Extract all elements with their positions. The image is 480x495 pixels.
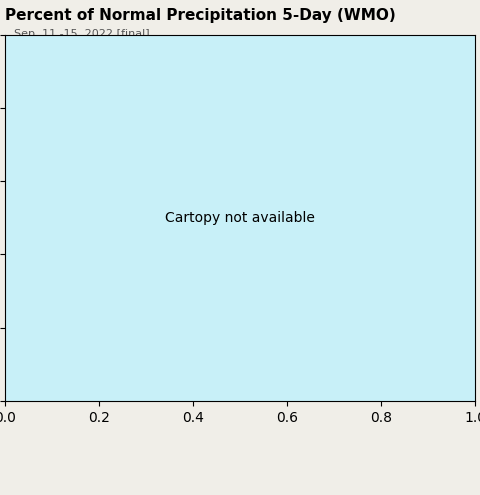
- Text: Percent of Normal Precipitation 5-Day (WMO): Percent of Normal Precipitation 5-Day (W…: [5, 8, 396, 23]
- Text: Sep. 11 -15, 2022 [final]: Sep. 11 -15, 2022 [final]: [14, 29, 150, 39]
- Text: Cartopy not available: Cartopy not available: [165, 211, 315, 225]
